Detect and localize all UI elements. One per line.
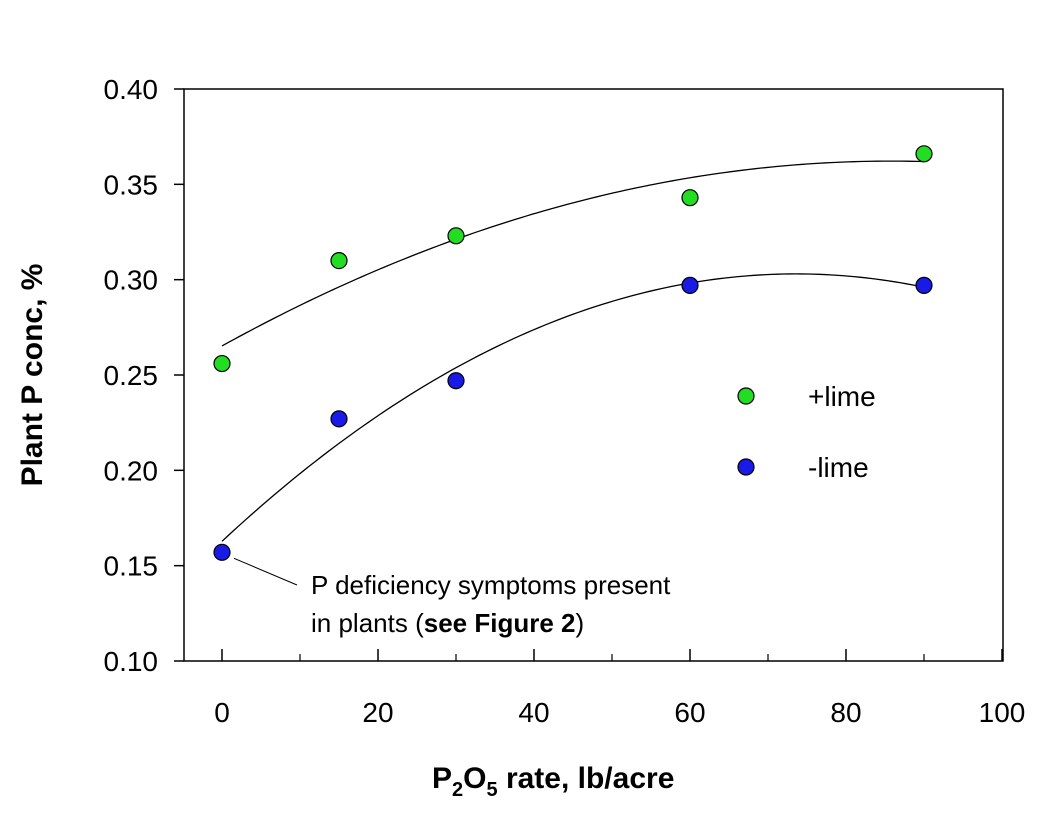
data-point-plus-lime — [915, 145, 933, 163]
x-tick-label: 80 — [830, 697, 861, 728]
x-title-o: O — [463, 762, 486, 795]
y-tick-label: 0.15 — [104, 551, 159, 582]
x-title-sub-5: 5 — [486, 779, 497, 801]
y-axis-ticks: 0.10 0.15 0.20 0.25 0.30 0.35 0.40 — [104, 74, 184, 677]
legend: +lime -lime — [737, 381, 876, 483]
data-point-plus-lime — [213, 354, 231, 373]
data-point-plus-lime — [330, 252, 348, 270]
annotation-line-1: P deficiency symptoms present — [311, 570, 671, 600]
data-point-plus-lime — [447, 227, 465, 245]
data-point-minus-lime — [330, 410, 348, 428]
y-tick-label: 0.25 — [104, 360, 159, 391]
trend-lines — [221, 160, 925, 542]
legend-label-minus-lime: -lime — [808, 452, 869, 483]
data-point-minus-lime — [447, 372, 465, 390]
y-tick-label: 0.30 — [104, 265, 159, 296]
trend-line-minus-lime — [221, 273, 925, 542]
annotation-bold-ref: see Figure 2 — [424, 608, 576, 638]
legend-marker-plus-lime — [737, 387, 755, 405]
trend-line-plus-lime — [221, 160, 925, 347]
legend-label-plus-lime: +lime — [808, 381, 876, 412]
x-tick-label: 60 — [674, 697, 705, 728]
x-tick-label: 20 — [362, 697, 393, 728]
annotation-line-2: in plants (see Figure 2) — [311, 608, 584, 638]
data-point-minus-lime — [681, 276, 699, 294]
x-axis-title: P2O5 rate, lb/acre — [432, 762, 674, 801]
x-title-sub-2: 2 — [452, 779, 463, 801]
x-tick-label: 100 — [979, 697, 1026, 728]
legend-marker-minus-lime — [737, 458, 755, 476]
data-point-minus-lime — [213, 543, 231, 561]
y-tick-label: 0.35 — [104, 169, 159, 200]
x-tick-label: 40 — [518, 697, 549, 728]
x-title-p: P — [432, 762, 452, 795]
annotation-suffix: ) — [575, 608, 584, 638]
x-title-rest: rate, lb/acre — [498, 762, 675, 795]
x-tick-label: 0 — [214, 697, 230, 728]
annotation: P deficiency symptoms present in plants … — [233, 557, 671, 638]
y-tick-label: 0.20 — [104, 455, 159, 486]
data-points — [213, 145, 933, 561]
annotation-prefix: in plants ( — [311, 608, 424, 638]
annotation-leader-line — [233, 557, 298, 586]
y-axis-title: Plant P conc, % — [16, 264, 49, 487]
y-tick-label: 0.10 — [104, 646, 159, 677]
data-point-minus-lime — [915, 276, 933, 294]
x-axis-ticks: 0 20 40 60 80 100 — [214, 649, 1025, 728]
y-tick-label: 0.40 — [104, 74, 159, 105]
data-point-plus-lime — [681, 189, 699, 207]
